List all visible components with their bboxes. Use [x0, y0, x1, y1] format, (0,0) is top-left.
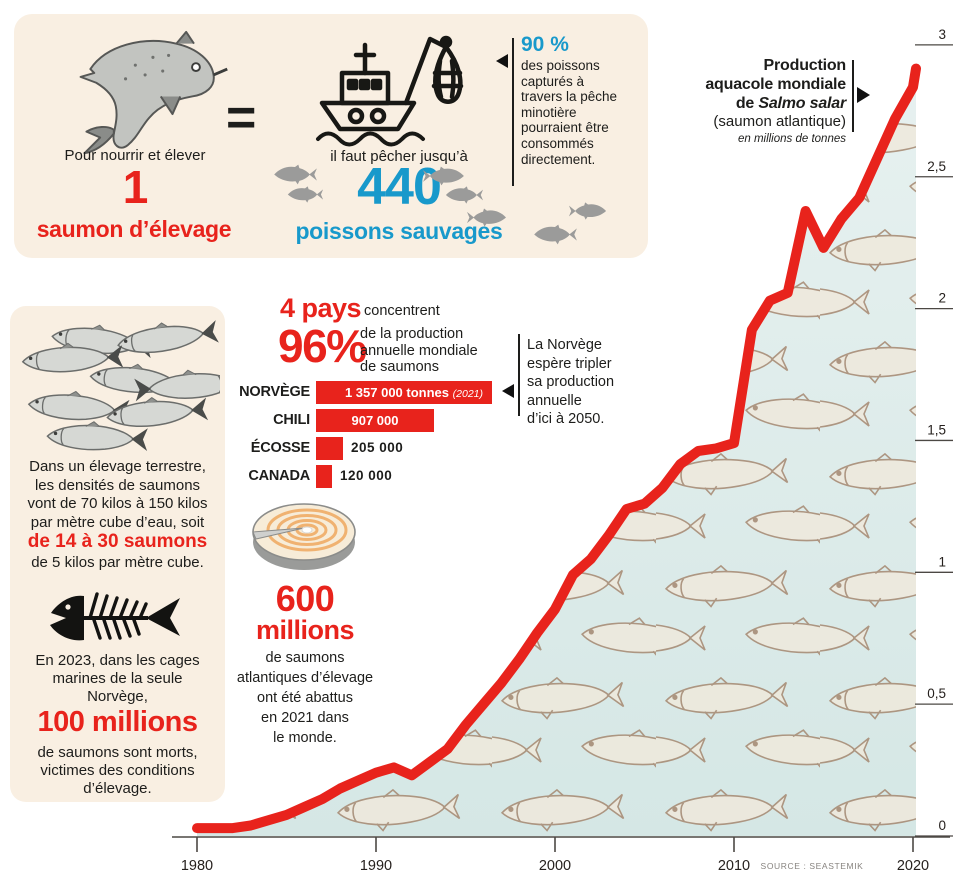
- y-tick-label: 1: [938, 554, 946, 569]
- y-tick-label: 3: [938, 27, 946, 42]
- x-tick-label: 2020: [897, 858, 929, 874]
- pct-96: 96%: [278, 320, 367, 372]
- fishing-boat-icon: [316, 35, 464, 147]
- chart-area-fish-pattern: [197, 68, 916, 837]
- density-text-after: de 5 kilos par mètre cube.: [31, 554, 204, 571]
- small-fish-icon: [287, 186, 324, 203]
- chart-title-block: Production aquacole mondiale de Salmo sa…: [700, 56, 846, 147]
- chart-title-species-line: de Salmo salar: [735, 95, 846, 112]
- salmon-steak-icon: [252, 503, 356, 570]
- title-rule: [852, 60, 854, 132]
- bar-row-chile: CHILI 907 000: [230, 409, 650, 432]
- bar-canada: [316, 465, 332, 488]
- small-fish-icon: [423, 166, 464, 186]
- left-facts-panel: Dans un élevage terrestre, les densités …: [10, 306, 225, 802]
- pct-90-text: des poissons capturés à travers la pêche…: [521, 58, 618, 167]
- country-label: CHILI: [273, 412, 310, 428]
- wild-fish-label: poissons sauvages: [295, 218, 503, 244]
- chart-title: Production aquacole mondiale: [705, 57, 846, 93]
- x-tick-label: 2010: [718, 858, 750, 874]
- y-tick-label: 1,5: [927, 422, 946, 437]
- bar-chile: [316, 409, 434, 432]
- norway-note-text: La Norvège espère tripler sa production …: [527, 337, 615, 427]
- slaughter-number: 600: [275, 578, 335, 619]
- one-salmon-label: saumon d’élevage: [36, 216, 232, 242]
- country-label: NORVÈGE: [239, 384, 310, 400]
- deaths-text-before: En 2023, dans les cages marines de la se…: [35, 652, 200, 705]
- density-highlight: de 14 à 30 saumons: [27, 531, 208, 552]
- bar-scotland: [316, 437, 343, 460]
- x-tick-label: 1990: [360, 858, 392, 874]
- y-tick-label: 0: [938, 818, 946, 833]
- pct-90: 90 %: [521, 33, 569, 56]
- small-fish-icon: [274, 164, 317, 185]
- chart-unit-note: en millions de tonnes: [737, 133, 846, 145]
- bar-row-scotland: ÉCOSSE 205 000: [230, 437, 650, 460]
- slaughter-unit: millions: [255, 615, 355, 645]
- feed-ratio-panel: Pour nourrir et élever 1 saumon d’élevag…: [14, 14, 648, 258]
- four-countries-rest: concentrent: [364, 303, 440, 319]
- salmon-icon: [79, 30, 228, 155]
- source-credit: SOURCE : SEASTEMIK: [761, 861, 864, 871]
- density-text-before: Dans un élevage terrestre, les densités …: [27, 458, 208, 531]
- bar-row-canada: CANADA 120 000: [230, 465, 650, 488]
- norway-note-arrow-icon: [502, 384, 514, 398]
- y-axis: 3 2,5 2 1,5 1 0,5 0: [915, 27, 953, 837]
- callout-arrow-icon: [496, 54, 508, 68]
- bar-norway: [316, 381, 492, 404]
- bar-year-note: (2021): [452, 388, 483, 400]
- y-tick-label: 2: [938, 291, 946, 306]
- country-label: CANADA: [248, 468, 310, 484]
- y-tick-label: 2,5: [927, 159, 946, 174]
- small-fish-icon: [467, 208, 506, 227]
- deaths-highlight: 100 millions: [37, 706, 198, 738]
- x-tick-label: 2000: [539, 858, 571, 874]
- bar-row-norway: NORVÈGE 1 357 000 tonnes (2021): [230, 381, 650, 404]
- small-fish-icon: [534, 224, 577, 245]
- callout-rule: [512, 38, 514, 186]
- deaths-text-after: de saumons sont morts, victimes des cond…: [37, 744, 198, 797]
- bar-value: 1 357 000 tonnes (2021): [344, 385, 483, 400]
- norway-note-rule: [518, 334, 520, 416]
- equals-sign: =: [226, 89, 257, 147]
- salmon-pile-icon: [21, 316, 220, 453]
- one-salmon-number: 1: [122, 161, 149, 213]
- pct-96-text: de la production annuelle mondiale de sa…: [360, 326, 478, 375]
- country-label: ÉCOSSE: [250, 440, 310, 456]
- fish-skeleton-icon: [50, 592, 180, 641]
- x-tick-label: 1980: [181, 858, 213, 874]
- production-line-series: [192, 63, 921, 834]
- x-axis: 1980 1990 2000 2010 2020: [172, 836, 950, 874]
- bar-value: 205 000: [351, 440, 404, 455]
- species-name: Salmo salar: [758, 95, 846, 112]
- wild-fish-number: 440: [357, 158, 442, 216]
- small-fish-icon: [445, 186, 484, 204]
- chart-subtitle: (saumon atlantique): [713, 113, 846, 130]
- title-arrow-icon: [857, 87, 870, 103]
- bar-value: 120 000: [340, 468, 393, 483]
- feed-right-caption: il faut pêcher jusqu’à: [330, 148, 468, 165]
- slaughter-text: de saumons atlantiques d’élevage ont été…: [236, 650, 374, 746]
- bar-value: 907 000: [351, 413, 399, 428]
- small-fish-icon: [568, 202, 607, 220]
- feed-left-caption: Pour nourrir et élever: [64, 147, 206, 164]
- four-countries-number: 4 pays: [280, 293, 362, 323]
- y-tick-label: 0,5: [927, 686, 946, 701]
